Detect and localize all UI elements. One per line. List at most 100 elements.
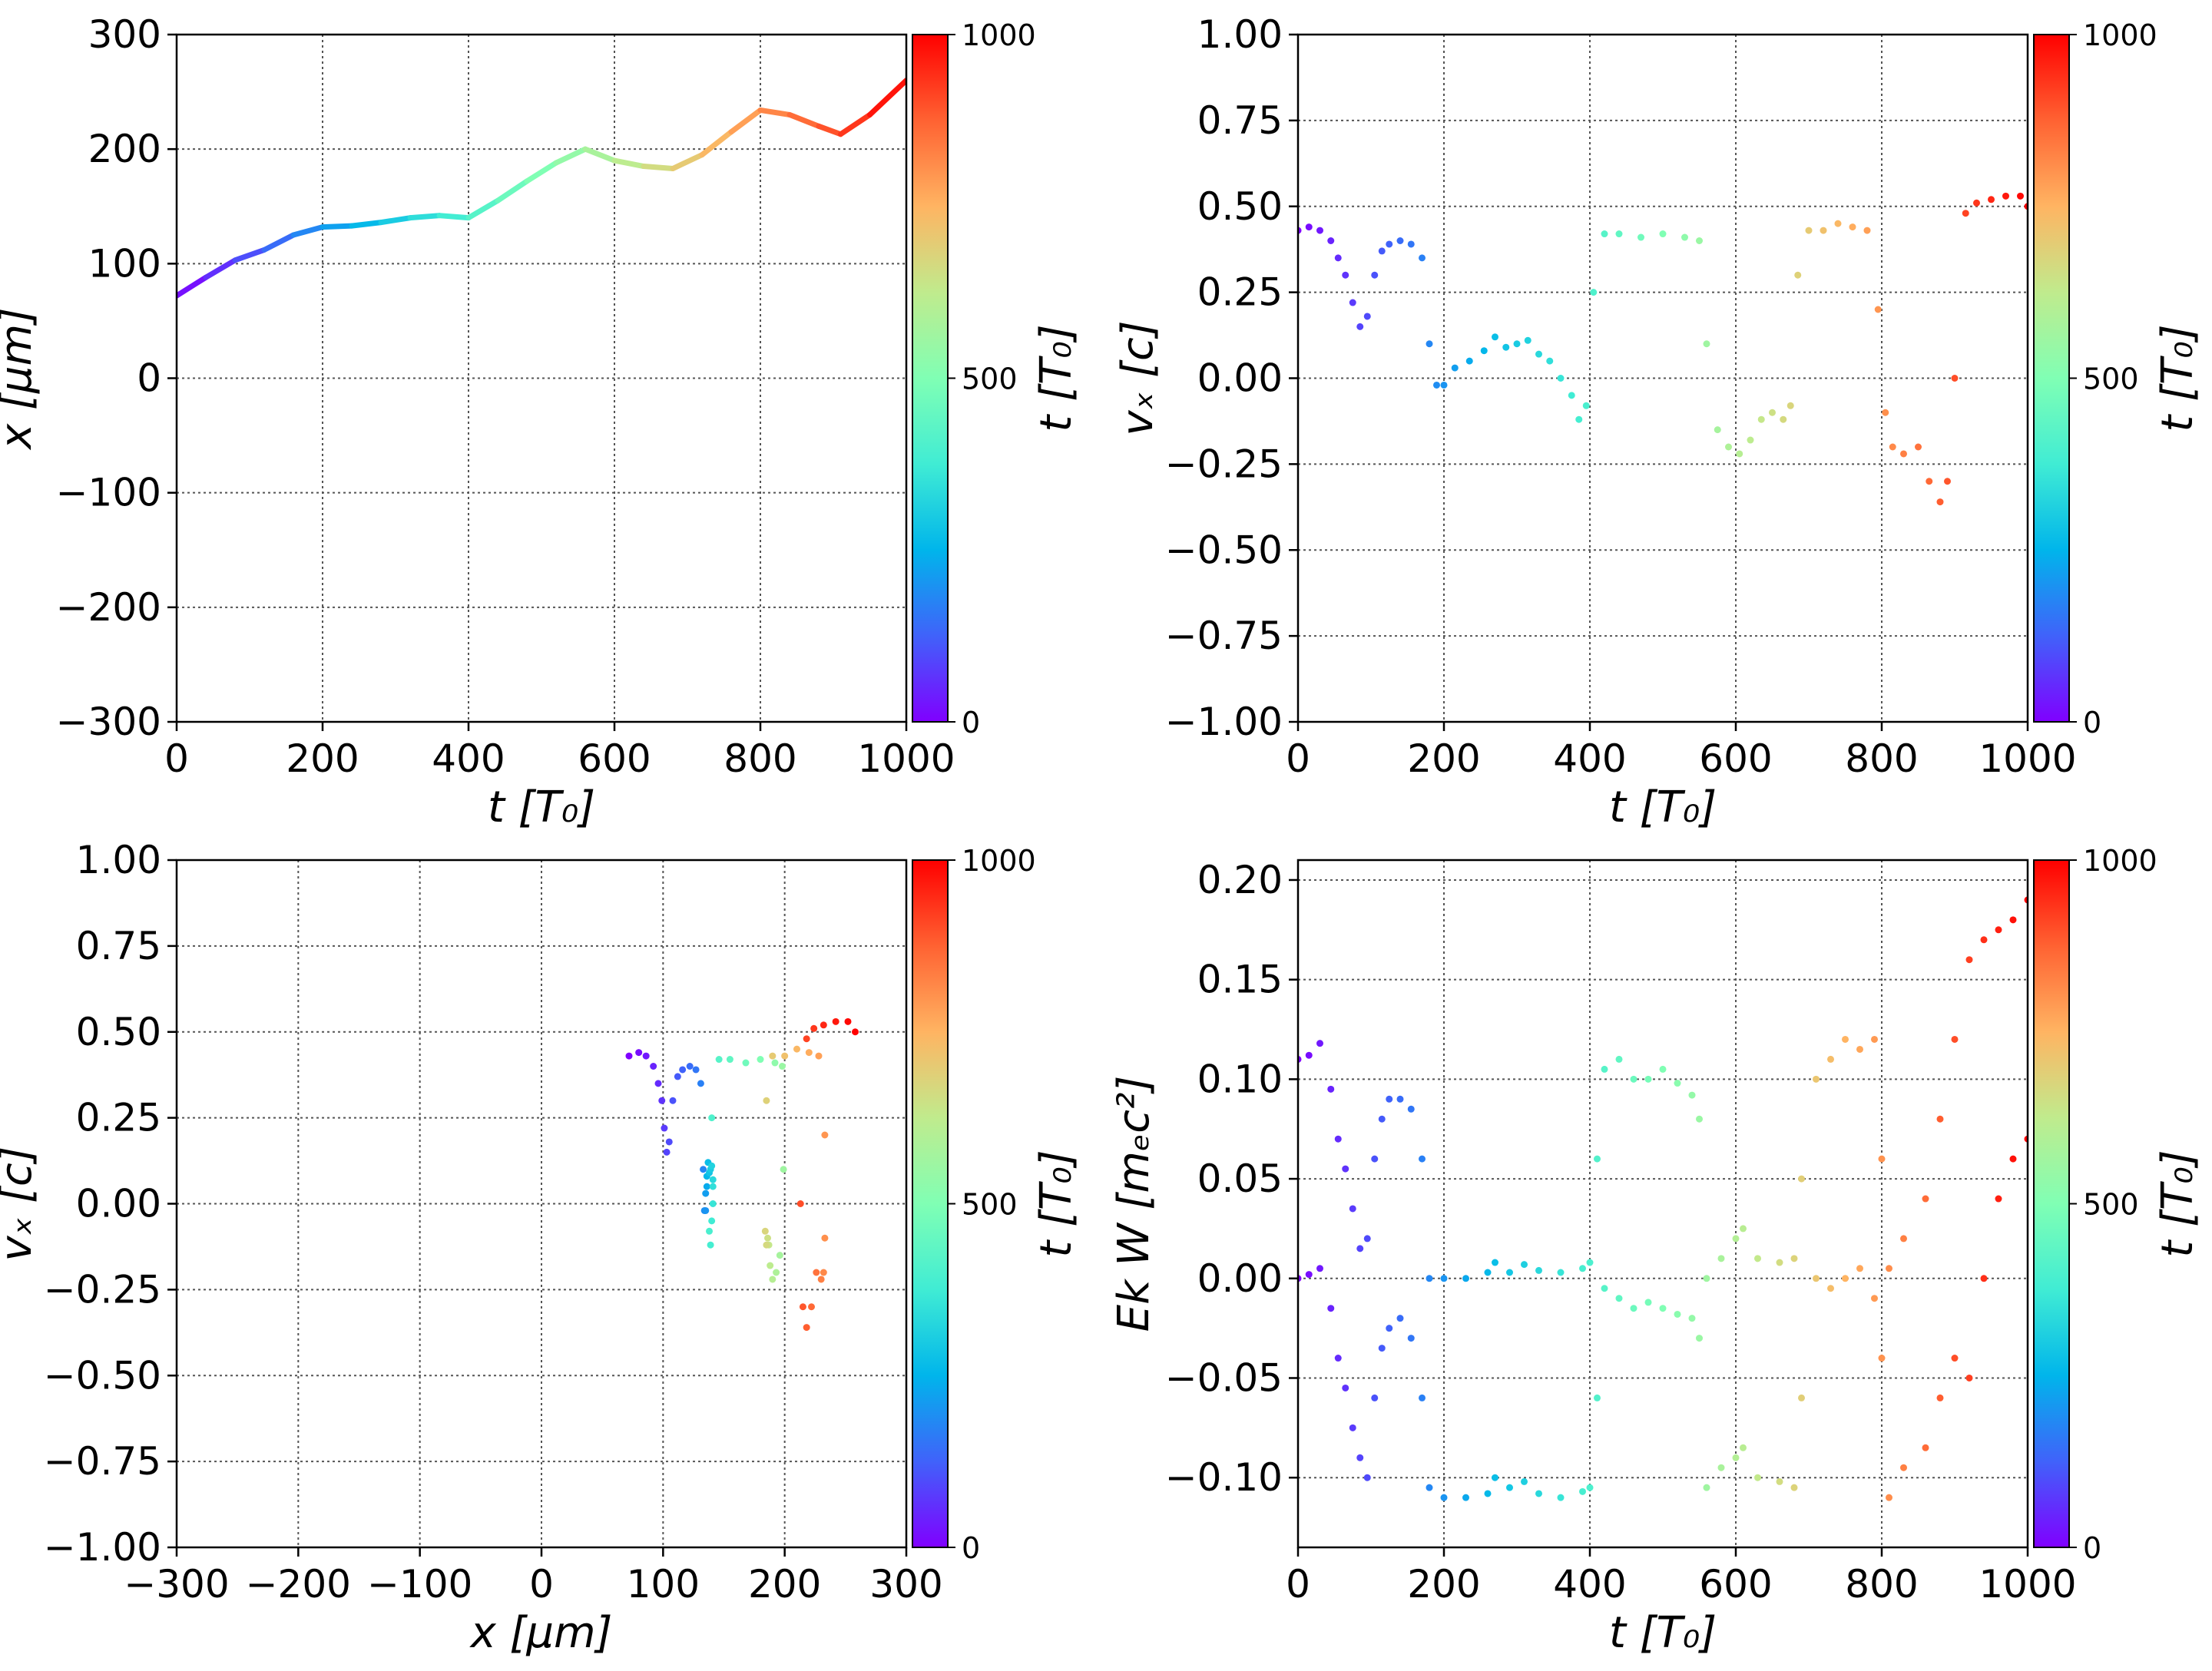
series0-point xyxy=(1688,1091,1696,1099)
data-point xyxy=(793,1045,800,1053)
y-tick-label: 0.00 xyxy=(76,1182,161,1226)
data-point xyxy=(1524,336,1532,344)
x-tick-label: 800 xyxy=(1845,736,1918,781)
data-point xyxy=(1747,436,1754,444)
data-point xyxy=(658,1097,666,1104)
x-axis-label: x [μm] xyxy=(469,1608,613,1658)
axes-frame xyxy=(1296,859,2029,1549)
y-tick-label: 0.20 xyxy=(1197,858,1283,902)
series0-point xyxy=(1484,1269,1492,1276)
data-point xyxy=(815,1052,823,1060)
series0-point xyxy=(1871,1035,1878,1043)
y-axis-label: vₓ [c] xyxy=(0,1146,41,1261)
data-point xyxy=(663,1148,671,1156)
series0-point xyxy=(1995,926,2002,934)
x-tick-label: 200 xyxy=(1407,1562,1480,1606)
trajectory-segment xyxy=(838,111,873,137)
y-tick-label: −200 xyxy=(56,585,161,630)
data-point xyxy=(1378,247,1386,255)
data-point xyxy=(1419,254,1426,262)
axes-frame xyxy=(175,33,908,723)
series1-point xyxy=(1995,1195,2002,1203)
y-tick-label: 0.10 xyxy=(1197,1057,1283,1101)
data-point xyxy=(813,1269,820,1276)
y-axis-label: vₓ [c] xyxy=(1113,320,1163,435)
y-axis-label: x [μm] xyxy=(0,307,41,451)
x-tick-label: 1000 xyxy=(1979,736,2076,781)
data-point xyxy=(703,1183,710,1190)
series0-point xyxy=(1419,1155,1426,1163)
series1-point xyxy=(1342,1384,1349,1391)
data-point xyxy=(709,1183,717,1190)
series0-point xyxy=(1316,1040,1323,1047)
series0-point xyxy=(1644,1075,1652,1083)
data-point xyxy=(1757,415,1765,423)
colorbar-tick-label: 0 xyxy=(2083,1531,2101,1565)
series0-point xyxy=(1659,1065,1667,1073)
data-point xyxy=(686,1063,694,1070)
data-point xyxy=(1882,409,1889,416)
series1-point xyxy=(1586,1484,1594,1491)
data-point xyxy=(1874,306,1882,313)
series0-point xyxy=(1426,1275,1433,1282)
series0-point xyxy=(1334,1135,1342,1143)
series0-point xyxy=(1798,1175,1805,1183)
y-tick-label: −100 xyxy=(56,471,161,515)
y-tick-label: −1.00 xyxy=(44,1525,161,1570)
series0-point xyxy=(1900,1235,1907,1242)
colorbar xyxy=(912,34,949,723)
series0-point xyxy=(2009,916,2017,924)
data-point xyxy=(1962,210,1969,217)
plot-area xyxy=(1298,896,2028,1501)
x-tick-label: −200 xyxy=(246,1562,351,1606)
series1-point xyxy=(1349,1424,1356,1431)
series0-point xyxy=(1615,1055,1623,1063)
series0-point xyxy=(1492,1259,1498,1266)
series1-point xyxy=(1535,1490,1542,1497)
data-point xyxy=(799,1303,806,1311)
series0-point xyxy=(1363,1235,1371,1242)
axes-frame xyxy=(175,859,908,1549)
data-point xyxy=(742,1059,750,1067)
series0-point xyxy=(1965,956,1973,964)
series0-point xyxy=(1557,1269,1565,1276)
colorbar xyxy=(2033,34,2070,723)
data-point xyxy=(1327,237,1335,244)
data-point xyxy=(1575,415,1583,423)
data-point xyxy=(2017,192,2024,200)
data-point xyxy=(709,1200,717,1207)
series0-point xyxy=(1790,1255,1798,1262)
data-point xyxy=(817,1276,825,1283)
trajectory-segment xyxy=(495,178,530,203)
x-tick-label: 100 xyxy=(627,1562,700,1606)
series1-point xyxy=(1378,1345,1386,1352)
series0-point xyxy=(1813,1075,1820,1083)
data-point xyxy=(650,1063,657,1070)
series1-point xyxy=(1827,1285,1834,1292)
series1-point xyxy=(1316,1265,1323,1272)
y-axis-label: Ek W [mₑc²] xyxy=(1109,1076,1159,1332)
series1-point xyxy=(1813,1275,1820,1282)
x-tick-label: 800 xyxy=(1845,1562,1918,1606)
data-point xyxy=(625,1052,633,1060)
data-point xyxy=(692,1066,700,1074)
series0-point xyxy=(1305,1051,1313,1059)
colorbar xyxy=(2033,859,2070,1548)
series0-point xyxy=(1327,1085,1335,1093)
data-point xyxy=(769,1052,777,1060)
series0-point xyxy=(1356,1245,1364,1252)
series0-point xyxy=(1371,1155,1379,1163)
series1-point xyxy=(1356,1454,1364,1461)
data-point xyxy=(1535,350,1542,358)
y-tick-label: 200 xyxy=(88,127,161,171)
data-point xyxy=(779,1063,786,1070)
data-point xyxy=(803,1035,810,1043)
series1-point xyxy=(1732,1454,1740,1461)
data-point xyxy=(1371,271,1379,279)
data-point xyxy=(805,1049,813,1057)
x-tick-label: −100 xyxy=(367,1562,472,1606)
series0-point xyxy=(1535,1266,1542,1274)
series1-point xyxy=(1754,1474,1761,1481)
data-point xyxy=(708,1217,716,1225)
series1-point xyxy=(1965,1374,1973,1381)
